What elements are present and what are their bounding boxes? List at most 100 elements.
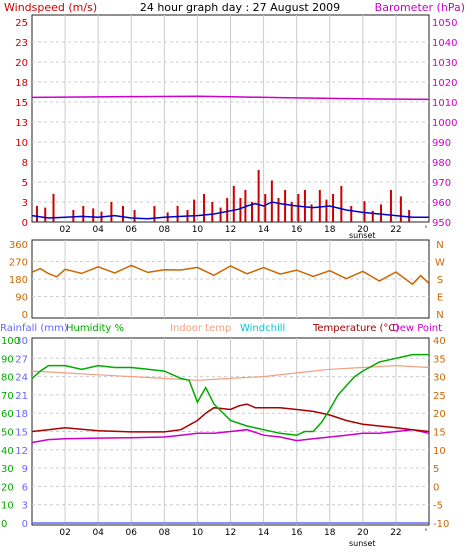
x-tick-end: ' bbox=[425, 528, 427, 538]
rain-y-tick: 3 bbox=[22, 501, 28, 512]
x-tick-label: 14 bbox=[258, 528, 270, 538]
baro-y-tick: 1050 bbox=[432, 18, 457, 29]
humidity-y-tick: 60 bbox=[1, 409, 14, 420]
wind-y-tick: 20 bbox=[15, 58, 28, 69]
rain-y-tick: 27 bbox=[15, 354, 28, 365]
x-tick-label: 04 bbox=[92, 528, 104, 538]
gust-bar bbox=[153, 206, 156, 222]
gust-bar bbox=[239, 198, 242, 222]
rain-y-tick: 24 bbox=[15, 373, 28, 384]
humidity-y-tick: 10 bbox=[1, 501, 14, 512]
humidity-line bbox=[31, 353, 429, 436]
baro-y-tick: 980 bbox=[432, 158, 451, 169]
x-tick-label: 08 bbox=[159, 225, 171, 235]
compass-tick: N bbox=[436, 240, 443, 251]
axis-labels: 0202040406060808101012121414161618182020… bbox=[1, 18, 457, 538]
temperature-y-tick: -10 bbox=[433, 519, 449, 530]
direction-y-tick: 90 bbox=[15, 293, 28, 304]
temperature-y-tick: 30 bbox=[433, 373, 446, 384]
wind-y-tick: 15 bbox=[15, 98, 28, 109]
baro-y-tick: 990 bbox=[432, 138, 451, 149]
rain-y-tick: 21 bbox=[15, 391, 28, 402]
gust-bar bbox=[408, 210, 411, 222]
gust-bar bbox=[389, 190, 392, 222]
gust-bar bbox=[303, 190, 306, 222]
baro-y-tick: 1000 bbox=[432, 118, 457, 129]
x-tick-label: 06 bbox=[126, 225, 138, 235]
wind-direction-line bbox=[31, 264, 430, 286]
humidity-y-tick: 30 bbox=[1, 464, 14, 475]
rainfall-axis-label: Rainfall (mm) bbox=[0, 323, 68, 334]
gust-bar bbox=[399, 196, 402, 222]
rain-y-tick: 0 bbox=[22, 519, 28, 530]
gust-bar bbox=[318, 190, 321, 222]
wind-y-tick: 8 bbox=[22, 158, 28, 169]
x-tick-label: 16 bbox=[291, 225, 303, 235]
gust-bar bbox=[277, 198, 280, 222]
gust-bar bbox=[332, 194, 335, 222]
gust-bar bbox=[133, 210, 136, 222]
temperature-y-tick: 5 bbox=[433, 464, 439, 475]
barometer-line bbox=[31, 95, 430, 101]
wind-average-line bbox=[31, 201, 429, 220]
gust-bar bbox=[52, 194, 55, 222]
wind-y-tick: 18 bbox=[15, 78, 28, 89]
gust-bar bbox=[121, 206, 124, 222]
x-tick-label: 18 bbox=[324, 225, 336, 235]
wind-y-tick: 3 bbox=[22, 198, 28, 209]
x-tick-label: 18 bbox=[324, 528, 336, 538]
wind-y-tick: 23 bbox=[15, 38, 28, 49]
baro-y-tick: 1040 bbox=[432, 38, 457, 49]
gust-bar bbox=[371, 210, 374, 222]
x-tick-label: 10 bbox=[192, 528, 204, 538]
direction-y-tick: 0 bbox=[22, 310, 28, 321]
wind-y-tick: 10 bbox=[15, 138, 28, 149]
gust-bar bbox=[340, 186, 343, 222]
temperature-y-tick: 20 bbox=[433, 409, 446, 420]
gust-bar bbox=[44, 207, 47, 222]
x-tick-label: 14 bbox=[258, 225, 270, 235]
gust-bar bbox=[310, 204, 313, 222]
wind-axis-label: Windspeed (m/s) bbox=[4, 1, 97, 14]
x-tick-label: 20 bbox=[357, 225, 369, 235]
compass-tick: S bbox=[437, 275, 443, 286]
rain-y-tick: 12 bbox=[15, 446, 28, 457]
temperature-axis-label: Temperature (°C) bbox=[312, 323, 399, 334]
baro-y-tick: 970 bbox=[432, 178, 451, 189]
humidity-y-tick: 50 bbox=[1, 428, 14, 439]
temperature-y-tick: 25 bbox=[433, 391, 446, 402]
rain-y-tick: 9 bbox=[22, 464, 28, 475]
dewpoint-axis-label: Dew Point bbox=[392, 323, 442, 334]
gust-bar bbox=[211, 202, 214, 222]
title: 24 hour graph day : 27 August 2009 bbox=[140, 1, 340, 14]
x-tick-label: 22 bbox=[390, 225, 401, 235]
x-tick-end: ' bbox=[425, 225, 427, 235]
baro-y-tick: 1010 bbox=[432, 98, 457, 109]
gust-bar bbox=[193, 199, 196, 222]
x-tick-label: 04 bbox=[92, 225, 104, 235]
gust-bar bbox=[284, 190, 287, 222]
gust-bar bbox=[203, 194, 206, 222]
indoor-temp-label: Indoor temp bbox=[170, 323, 231, 334]
gust-bar bbox=[350, 206, 353, 222]
wind-y-tick: 5 bbox=[22, 178, 28, 189]
temperature-y-tick: 40 bbox=[433, 336, 446, 347]
rain-y-tick: 30 bbox=[15, 336, 28, 347]
rain-y-tick: 6 bbox=[22, 482, 28, 493]
windchill-label: Windchill bbox=[240, 323, 285, 334]
humidity-y-tick: 70 bbox=[1, 391, 14, 402]
x-tick-label: 08 bbox=[159, 528, 171, 538]
gust-bar bbox=[35, 206, 38, 222]
humidity-y-tick: 90 bbox=[1, 354, 14, 365]
gust-bar bbox=[251, 202, 254, 222]
gust-bar bbox=[176, 206, 179, 222]
sunset-label-temp: sunset bbox=[349, 539, 376, 548]
gust-bar bbox=[290, 202, 293, 222]
gust-bar bbox=[92, 208, 95, 222]
gust-bar bbox=[270, 180, 273, 222]
gust-bar bbox=[264, 194, 267, 222]
indoor-temp-line bbox=[31, 364, 430, 381]
baro-y-tick: 1020 bbox=[432, 78, 457, 89]
gust-bar bbox=[297, 194, 300, 222]
